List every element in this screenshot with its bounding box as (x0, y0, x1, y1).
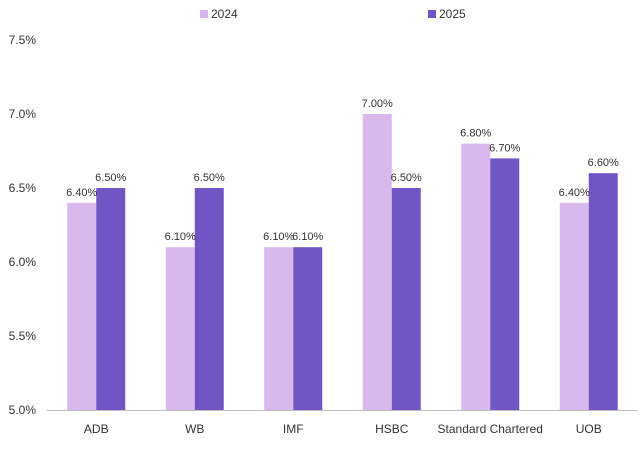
data-label-2024: 6.40% (559, 187, 590, 199)
bar-2024-uob (559, 202, 589, 410)
data-label-2024: 6.40% (66, 187, 97, 199)
y-tick-label: 5.0% (9, 403, 37, 417)
x-tick-label: ADB (84, 422, 109, 436)
legend-label-2025: 2025 (439, 7, 466, 21)
legend-swatch-2024 (200, 10, 208, 18)
x-tick-label: WB (185, 422, 204, 436)
data-label-2024: 7.00% (362, 98, 393, 110)
bar-2025-adb (96, 188, 126, 410)
legend: 2024 2025 (200, 7, 466, 21)
bar-2025-standard-chartered (490, 158, 520, 410)
legend-swatch-2025 (428, 10, 436, 18)
x-tick-label: Standard Chartered (438, 422, 543, 436)
x-tick-label: HSBC (375, 422, 409, 436)
y-tick-label: 7.0% (9, 107, 37, 121)
bar-2024-imf (264, 247, 294, 410)
data-label-2024: 6.80% (460, 128, 491, 140)
y-tick-label: 7.5% (9, 33, 37, 47)
data-label-2025: 6.50% (95, 172, 126, 184)
data-label-2025: 6.10% (292, 231, 323, 243)
data-label-2024: 6.10% (263, 231, 294, 243)
data-label-2025: 6.60% (588, 157, 619, 169)
y-tick-label: 5.5% (9, 329, 37, 343)
data-label-2025: 6.50% (391, 172, 422, 184)
data-labels: 6.40%6.50%6.10%6.50%6.10%6.10%7.00%6.50%… (66, 98, 619, 243)
y-tick-label: 6.0% (9, 255, 37, 269)
legend-label-2024: 2024 (211, 7, 238, 21)
bar-2024-hsbc (362, 114, 392, 410)
data-label-2024: 6.10% (165, 231, 196, 243)
x-tick-label: IMF (283, 422, 304, 436)
y-tick-label: 6.5% (9, 181, 37, 195)
data-label-2025: 6.50% (194, 172, 225, 184)
bar-2024-wb (165, 247, 195, 410)
bar-2024-standard-chartered (461, 143, 491, 410)
y-axis: 5.0% 5.5% 6.0% 6.5% 7.0% 7.5% (9, 33, 37, 417)
x-tick-label: UOB (576, 422, 602, 436)
bar-2025-wb (194, 188, 224, 410)
bar-2024-adb (67, 202, 97, 410)
data-label-2025: 6.70% (489, 142, 520, 154)
bar-2025-hsbc (391, 188, 421, 410)
bar-2025-uob (588, 173, 618, 410)
bars (67, 114, 618, 410)
x-axis: ADB WB IMF HSBC Standard Chartered UOB (47, 410, 638, 436)
bar-2025-imf (293, 247, 323, 410)
